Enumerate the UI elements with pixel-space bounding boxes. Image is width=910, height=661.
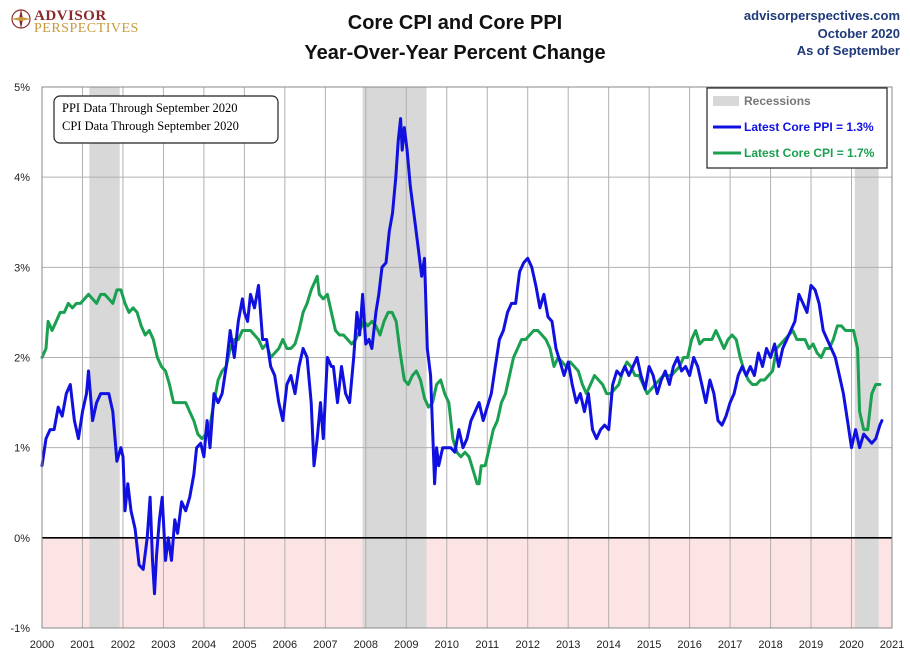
logo-text-top: ADVISOR [34,8,107,24]
logo-text-bottom: PERSPECTIVES [34,21,139,36]
x-axis-ticks: 2000 2001 2002 2003 2004 2005 2006 2007 2008 2009… [30,639,904,651]
annotation-frame [53,95,279,144]
x-tick-label: 2021 [880,639,904,651]
y-tick-label: 5% [14,82,30,94]
chart-title: Core CPI and Core PPI [347,12,563,34]
y-tick-label: 3% [14,262,30,274]
y-tick-label: 2% [14,353,30,365]
annotation-box: PPI Data Through September 2020 CPI Data … [53,95,279,144]
x-tick-label: 2011 [475,639,499,651]
x-tick-label: 2000 [30,639,54,651]
source-site[interactable]: advisorperspectives.com [743,8,900,23]
x-tick-label: 2009 [394,639,418,651]
x-tick-label: 2010 [435,639,459,651]
x-tick-label: 2014 [596,639,620,651]
chart-subtitle: Year-Over-Year Percent Change [304,42,606,64]
annotation-line-2: CPI Data Through September 2020 [62,119,239,133]
y-tick-label: 0% [14,533,30,545]
y-tick-label: 4% [14,172,30,184]
compass-rose-icon [11,9,31,29]
negative-zone-fill [42,537,892,628]
x-tick-label: 2008 [354,639,378,651]
legend-label-cpi: Latest Core CPI = 1.7% [744,146,875,160]
x-tick-label: 2017 [718,639,742,651]
series-line-core-ppi [40,117,884,596]
x-tick-label: 2005 [232,639,256,651]
x-tick-label: 2012 [515,639,539,651]
x-tick-label: 2019 [799,639,823,651]
x-tick-label: 2002 [111,639,135,651]
x-tick-label: 2018 [758,639,782,651]
y-tick-label: -1% [10,623,30,635]
x-tick-label: 2016 [677,639,701,651]
legend-label-ppi: Latest Core PPI = 1.3% [744,120,874,134]
legend: Recessions Latest Core PPI = 1.3% Latest C… [706,87,888,169]
x-tick-label: 2006 [273,639,297,651]
x-tick-label: 2003 [151,639,175,651]
x-tick-label: 2007 [313,639,337,651]
x-tick-label: 2013 [556,639,580,651]
y-tick-label: 1% [14,443,30,455]
source-as-of: As of September [796,43,900,58]
plot-border [41,86,893,629]
x-tick-label: 2015 [637,639,661,651]
series-lines [40,117,884,596]
series-line-core-cpi [40,274,882,486]
annotation-line-1: PPI Data Through September 2020 [62,101,237,115]
negative-zone [42,537,892,628]
x-tick-label: 2020 [839,639,863,651]
legend-label-recessions: Recessions [744,94,811,108]
source-date: October 2020 [817,26,900,41]
x-tick-label: 2001 [70,639,94,651]
y-axis-ticks: -1% 0% 1% 2% 3% 4% 5% [10,82,30,635]
header: ADVISOR PERSPECTIVES Core CPI and Core P… [0,0,910,80]
x-tick-label: 2004 [192,639,216,651]
plot-frame [41,86,893,629]
legend-swatch-recessions [713,96,739,106]
